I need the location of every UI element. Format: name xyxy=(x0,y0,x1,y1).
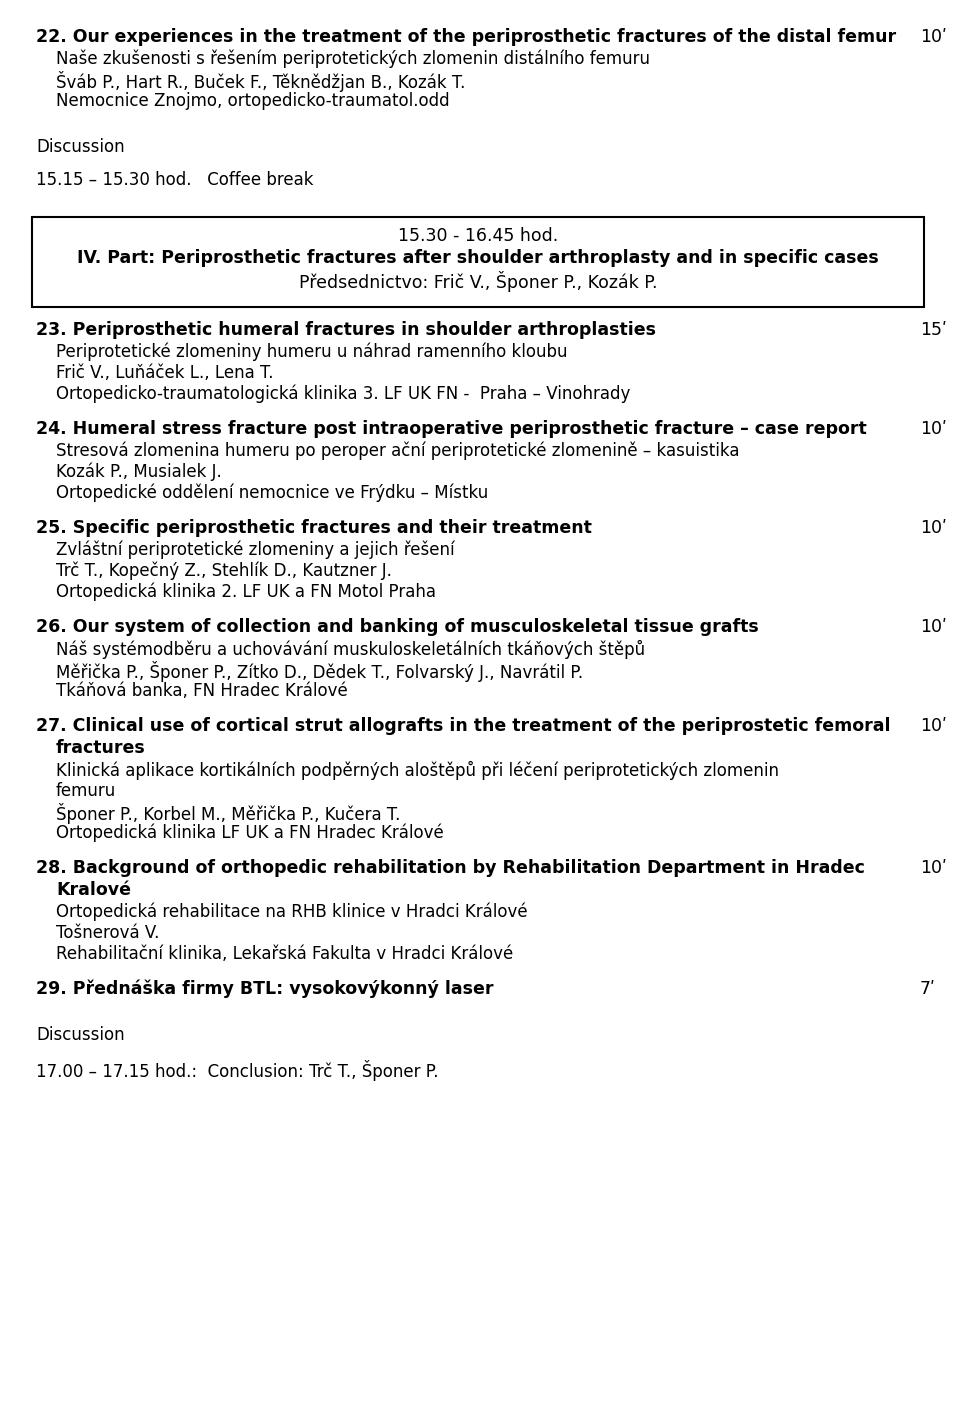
Text: 15ʹ: 15ʹ xyxy=(920,321,947,339)
Text: Kozák P., Musialek J.: Kozák P., Musialek J. xyxy=(56,463,222,481)
Text: Zvláštní periprotetické zlomeniny a jejich řešení: Zvláštní periprotetické zlomeniny a jeji… xyxy=(56,540,455,559)
Text: Šváb P., Hart R., Buček F., Těknědžjan B., Kozák T.: Šváb P., Hart R., Buček F., Těknědžjan B… xyxy=(56,70,466,91)
Text: Discussion: Discussion xyxy=(36,138,125,156)
Text: 7ʹ: 7ʹ xyxy=(920,979,936,998)
Text: Periprotetické zlomeniny humeru u náhrad ramenního kloubu: Periprotetické zlomeniny humeru u náhrad… xyxy=(56,342,567,362)
Text: Frič V., Luňáček L., Lena T.: Frič V., Luňáček L., Lena T. xyxy=(56,363,274,381)
Text: Rehabilitační klinika, Lekařská Fakulta v Hradci Králové: Rehabilitační klinika, Lekařská Fakulta … xyxy=(56,944,514,962)
Text: 15.30 - 16.45 hod.: 15.30 - 16.45 hod. xyxy=(397,228,558,245)
Text: Kralové: Kralové xyxy=(56,881,131,899)
Text: Ortopedická klinika 2. LF UK a FN Motol Praha: Ortopedická klinika 2. LF UK a FN Motol … xyxy=(56,582,436,601)
Text: 10ʹ: 10ʹ xyxy=(920,716,947,734)
Text: Discussion: Discussion xyxy=(36,1026,125,1044)
Text: 10ʹ: 10ʹ xyxy=(920,419,947,438)
Text: 29. Přednáška firmy BTL: vysokovýkonný laser: 29. Přednáška firmy BTL: vysokovýkonný l… xyxy=(36,979,493,998)
Text: Trč T., Kopečný Z., Stehlík D., Kautzner J.: Trč T., Kopečný Z., Stehlík D., Kautzner… xyxy=(56,561,392,580)
Text: Ortopedicko-traumatologická klinika 3. LF UK FN -  Praha – Vinohrady: Ortopedicko-traumatologická klinika 3. L… xyxy=(56,384,631,402)
Text: femuru: femuru xyxy=(56,782,116,799)
Text: Stresová zlomenina humeru po peroper ační periprotetické zlomenině – kasuistika: Stresová zlomenina humeru po peroper ačn… xyxy=(56,442,739,460)
Text: 17.00 – 17.15 hod.:  Conclusion: Trč T., Šponer P.: 17.00 – 17.15 hod.: Conclusion: Trč T., … xyxy=(36,1059,439,1081)
Text: Šponer P., Korbel M., Měřička P., Kučera T.: Šponer P., Korbel M., Měřička P., Kučera… xyxy=(56,802,400,823)
Text: Tošnerová V.: Tošnerová V. xyxy=(56,923,159,941)
Text: Tkáňová banka, FN Hradec Králové: Tkáňová banka, FN Hradec Králové xyxy=(56,681,348,699)
Text: Ortopedické oddělení nemocnice ve Frýdku – Místku: Ortopedické oddělení nemocnice ve Frýdku… xyxy=(56,484,489,502)
Text: 26. Our system of collection and banking of musculoskeletal tissue grafts: 26. Our system of collection and banking… xyxy=(36,618,758,636)
Text: 24. Humeral stress fracture post intraoperative periprosthetic fracture – case r: 24. Humeral stress fracture post intraop… xyxy=(36,419,867,438)
Text: 27. Clinical use of cortical strut allografts in the treatment of the periproste: 27. Clinical use of cortical strut allog… xyxy=(36,716,891,734)
Text: Náš systémodběru a uchovávání muskuloskeletálních tkáňových štěpů: Náš systémodběru a uchovávání muskuloske… xyxy=(56,640,645,658)
Text: fractures: fractures xyxy=(56,739,146,757)
Text: 22. Our experiences in the treatment of the periprosthetic fractures of the dist: 22. Our experiences in the treatment of … xyxy=(36,28,896,46)
Text: Naše zkušenosti s řešením periprotetických zlomenin distálního femuru: Naše zkušenosti s řešením periprotetický… xyxy=(56,51,650,69)
Bar xyxy=(32,217,924,307)
Text: 25. Specific periprosthetic fractures and their treatment: 25. Specific periprosthetic fractures an… xyxy=(36,519,592,536)
Text: Nemocnice Znojmo, ortopedicko-traumatol.odd: Nemocnice Znojmo, ortopedicko-traumatol.… xyxy=(56,91,449,110)
Text: IV. Part: Periprosthetic fractures after shoulder arthroplasty and in specific c: IV. Part: Periprosthetic fractures after… xyxy=(77,249,878,267)
Text: 10ʹ: 10ʹ xyxy=(920,858,947,877)
Text: 23. Periprosthetic humeral fractures in shoulder arthroplasties: 23. Periprosthetic humeral fractures in … xyxy=(36,321,656,339)
Text: 10ʹ: 10ʹ xyxy=(920,28,947,46)
Text: 10ʹ: 10ʹ xyxy=(920,519,947,536)
Text: 15.15 – 15.30 hod.   Coffee break: 15.15 – 15.30 hod. Coffee break xyxy=(36,172,314,189)
Text: Klinická aplikace kortikálních podpěrných aloštěpů při léčení periprotetických z: Klinická aplikace kortikálních podpěrnýc… xyxy=(56,761,779,779)
Text: Ortopedická klinika LF UK a FN Hradec Králové: Ortopedická klinika LF UK a FN Hradec Kr… xyxy=(56,823,444,843)
Text: Ortopedická rehabilitace na RHB klinice v Hradci Králové: Ortopedická rehabilitace na RHB klinice … xyxy=(56,903,528,922)
Text: 28. Background of orthopedic rehabilitation by Rehabilitation Department in Hrad: 28. Background of orthopedic rehabilitat… xyxy=(36,858,865,877)
Text: 10ʹ: 10ʹ xyxy=(920,618,947,636)
Text: Měřička P., Šponer P., Zítko D., Dědek T., Folvarský J., Navrátil P.: Měřička P., Šponer P., Zítko D., Dědek T… xyxy=(56,661,583,681)
Text: Předsednictvo: Frič V., Šponer P., Kozák P.: Předsednictvo: Frič V., Šponer P., Kozák… xyxy=(299,272,658,293)
